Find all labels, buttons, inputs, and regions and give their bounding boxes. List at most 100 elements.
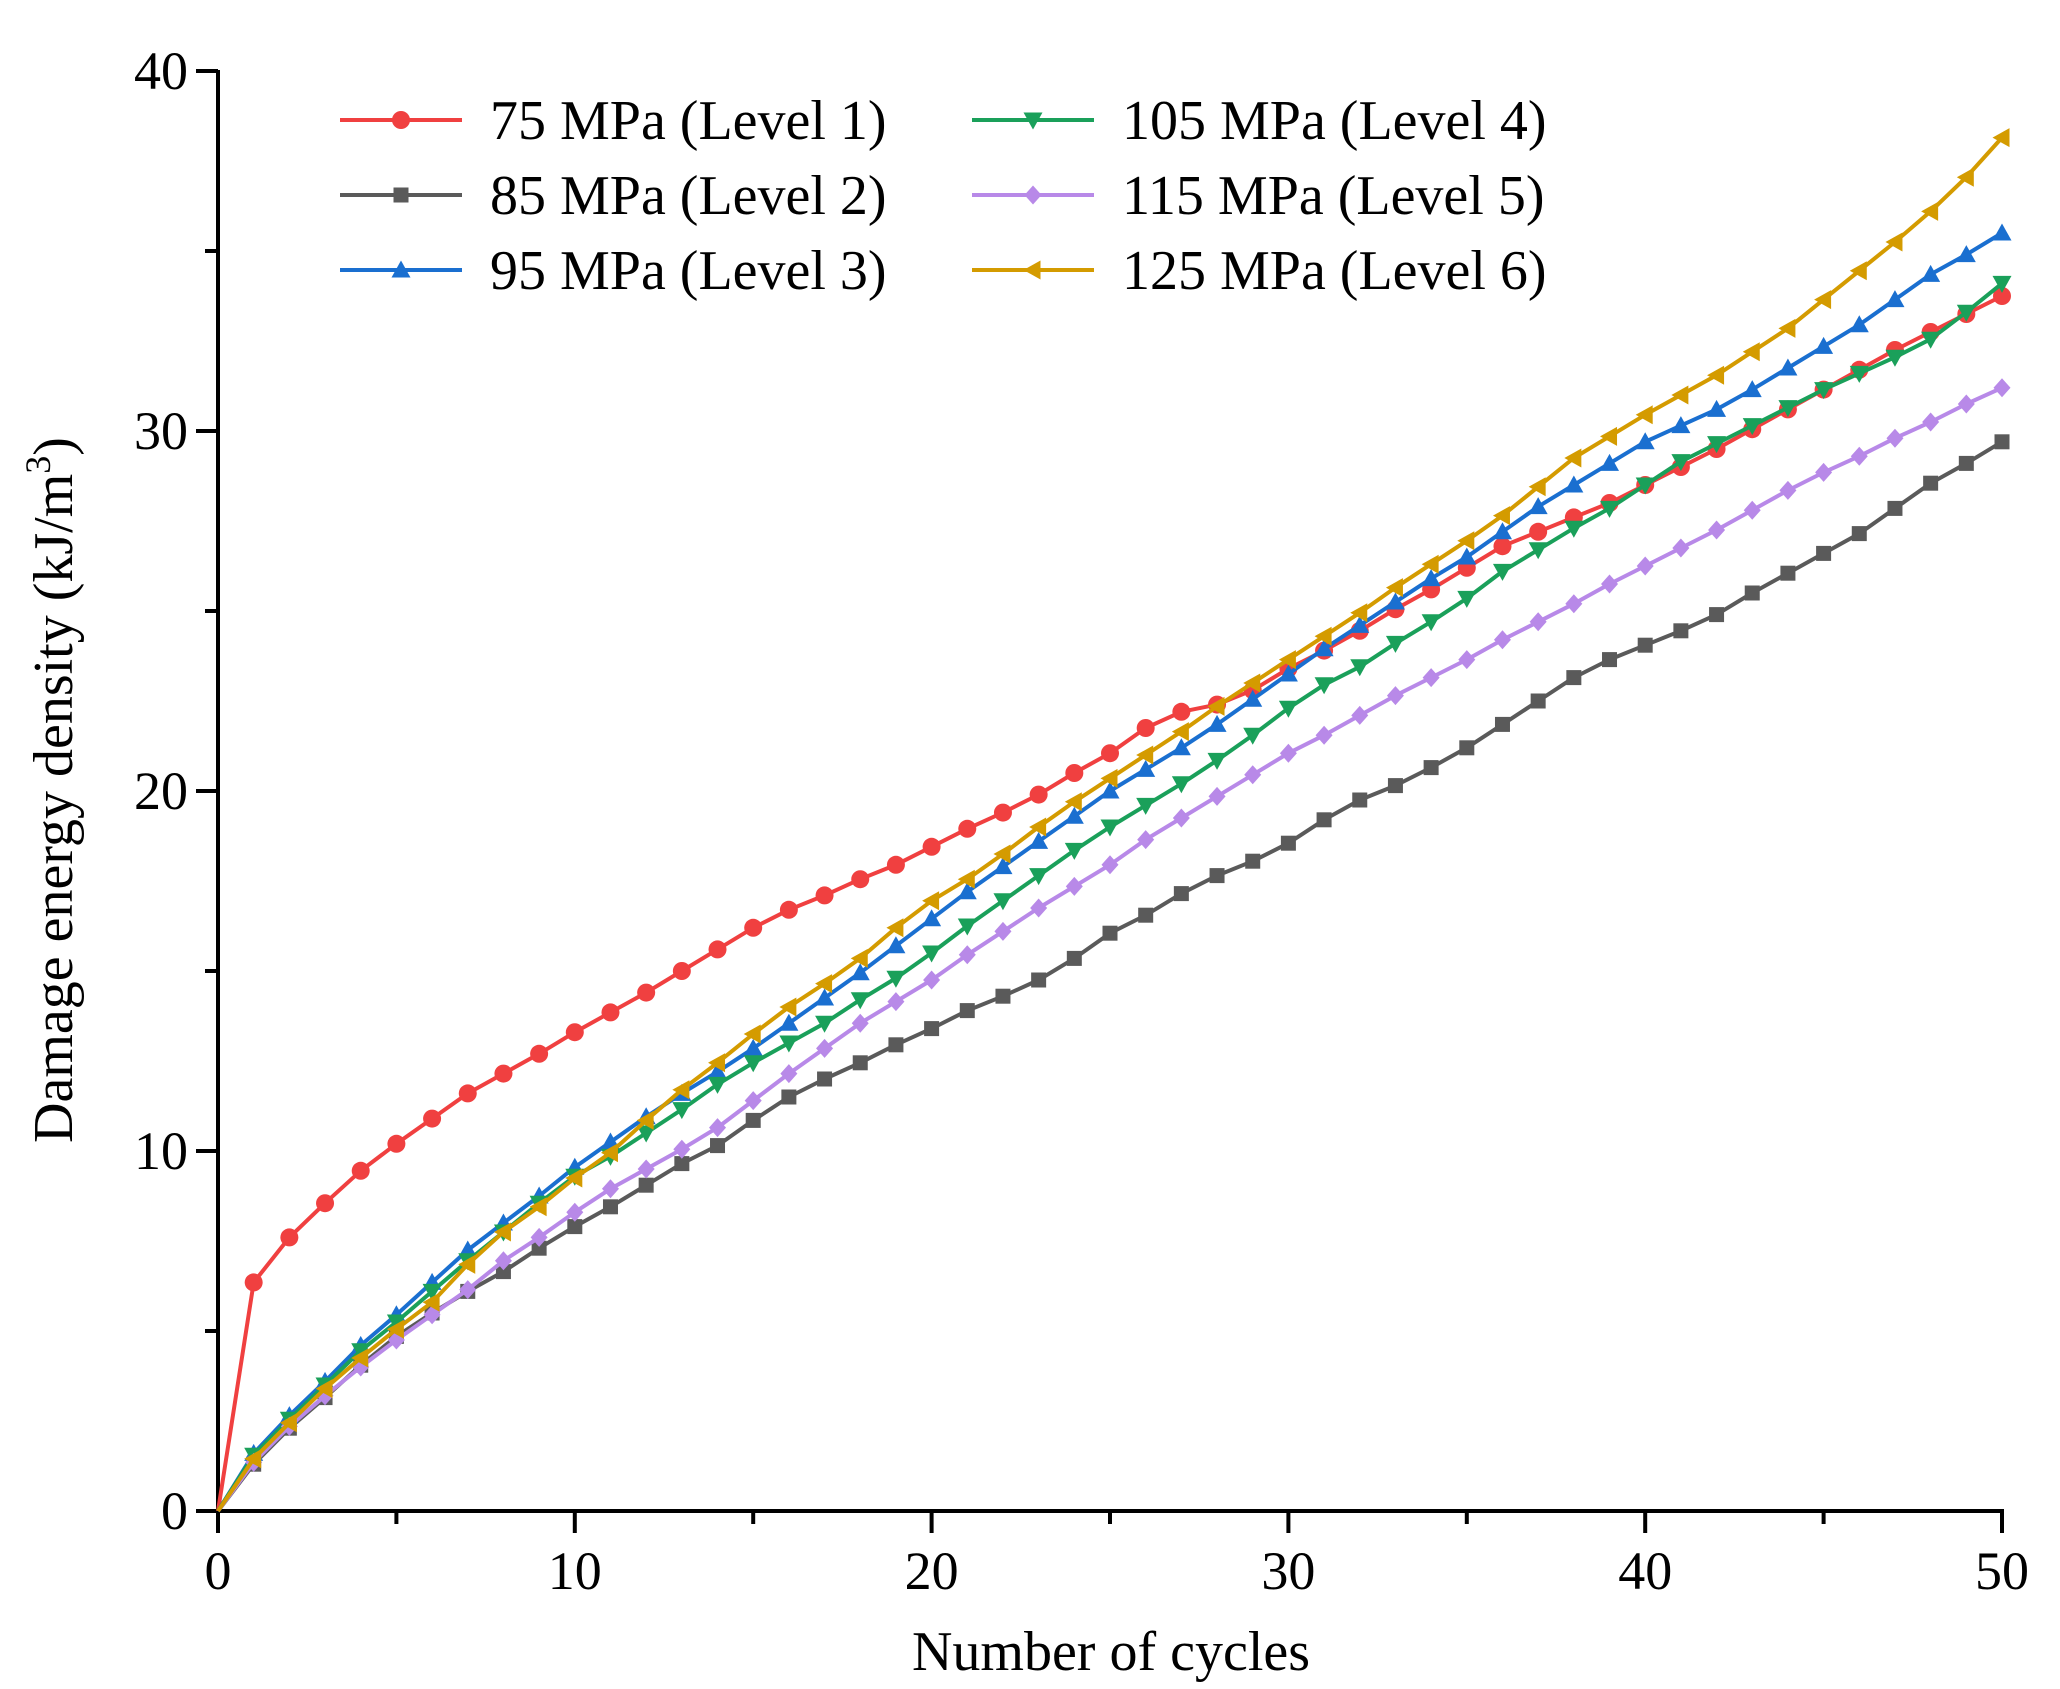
data-point — [1030, 898, 1048, 918]
data-point — [922, 909, 942, 927]
data-point — [1100, 768, 1118, 788]
data-point — [1635, 405, 1653, 425]
data-point — [1778, 318, 1796, 338]
data-point — [1243, 673, 1261, 693]
data-point — [1885, 349, 1905, 367]
data-point — [959, 1003, 975, 1019]
data-point — [1671, 416, 1691, 434]
data-point — [422, 1292, 440, 1312]
data-point — [1031, 972, 1047, 988]
data-point — [1029, 785, 1048, 804]
data-point — [1600, 426, 1618, 446]
data-point — [636, 1110, 654, 1130]
data-point — [816, 1038, 834, 1058]
data-point — [1887, 500, 1903, 516]
x-tick-label: 0 — [205, 1541, 232, 1601]
data-point — [1709, 607, 1725, 623]
data-point — [1600, 500, 1620, 518]
data-point — [886, 918, 904, 938]
data-point — [1314, 677, 1334, 695]
data-point — [1492, 563, 1512, 581]
data-point — [1315, 725, 1333, 745]
data-point — [279, 1413, 297, 1433]
y-tick-label: 10 — [134, 1121, 188, 1181]
data-point — [886, 855, 905, 874]
data-point — [422, 1283, 442, 1301]
data-point — [780, 1064, 798, 1084]
data-point — [672, 962, 691, 980]
data-point — [743, 1024, 761, 1044]
x-tick-label: 20 — [905, 1541, 959, 1601]
legend-entry: 115 MPa (Level 5) — [972, 165, 1545, 227]
tick-labels: 0 10 20 30 40 50 0 10 20 30 40 — [134, 41, 2029, 1601]
series-5 — [216, 378, 2011, 1513]
data-point — [1780, 565, 1796, 581]
data-point — [1564, 448, 1582, 468]
data-point — [1637, 637, 1653, 653]
data-point — [458, 1240, 478, 1258]
data-point — [1743, 500, 1761, 520]
data-point — [1459, 740, 1475, 756]
legend-label: 105 MPa (Level 4) — [1122, 90, 1547, 152]
x-tick-label: 30 — [1261, 1541, 1315, 1601]
legend-entry: 125 MPa (Level 6) — [972, 240, 1547, 302]
data-point — [1457, 531, 1475, 551]
data-point — [672, 1102, 692, 1120]
data-point — [494, 1064, 513, 1083]
legend-entry: 75 MPa (Level 1) — [340, 90, 887, 152]
data-point — [637, 1159, 655, 1179]
data-point — [993, 857, 1013, 875]
data-point — [1994, 434, 2010, 450]
data-point — [1245, 853, 1261, 869]
data-point — [1742, 418, 1762, 436]
data-point — [1993, 378, 2011, 398]
data-point — [994, 921, 1012, 941]
data-point — [1529, 612, 1547, 632]
data-point — [1350, 659, 1370, 677]
data-point — [779, 1035, 799, 1053]
legend: 75 MPa (Level 1) 85 MPa (Level 2) 95 MPa (… — [340, 90, 1547, 302]
data-point — [1493, 537, 1512, 556]
data-point — [1278, 700, 1298, 718]
data-point — [351, 1343, 371, 1361]
data-point — [566, 1202, 584, 1222]
data-point — [745, 1112, 761, 1128]
data-point — [1029, 868, 1049, 886]
data-point — [993, 803, 1012, 822]
data-point — [958, 945, 976, 965]
data-point — [458, 1254, 476, 1274]
data-point — [993, 844, 1011, 864]
data-point — [1100, 781, 1120, 799]
data-point — [1814, 382, 1834, 400]
data-point — [1171, 738, 1191, 756]
data-point — [1065, 876, 1083, 896]
data-point — [1173, 886, 1189, 902]
data-point — [1849, 365, 1869, 383]
data-point — [1278, 650, 1296, 670]
data-point — [922, 837, 941, 856]
data-point — [673, 1139, 691, 1159]
data-point — [958, 819, 977, 838]
data-point — [1423, 760, 1439, 776]
data-point — [1172, 702, 1191, 721]
data-point — [1385, 592, 1405, 610]
legend-label: 95 MPa (Level 3) — [490, 240, 887, 302]
data-point — [1171, 776, 1191, 794]
data-point — [1136, 759, 1156, 777]
data-point — [1673, 623, 1689, 639]
x-tick-label: 50 — [1975, 1541, 2029, 1601]
data-point — [672, 1080, 690, 1100]
y-tick-label: 40 — [134, 41, 188, 101]
data-point — [1814, 336, 1834, 354]
data-point — [1778, 400, 1798, 418]
data-point — [1957, 394, 1975, 414]
data-point — [1778, 358, 1798, 376]
data-point — [1421, 554, 1439, 574]
y-axis-title-superscript: 3 — [18, 456, 58, 474]
data-point — [1493, 630, 1511, 650]
data-point — [1279, 743, 1297, 763]
data-point — [1492, 506, 1510, 526]
data-point — [1958, 455, 1974, 471]
data-point — [1385, 578, 1403, 598]
data-point — [1243, 689, 1263, 707]
